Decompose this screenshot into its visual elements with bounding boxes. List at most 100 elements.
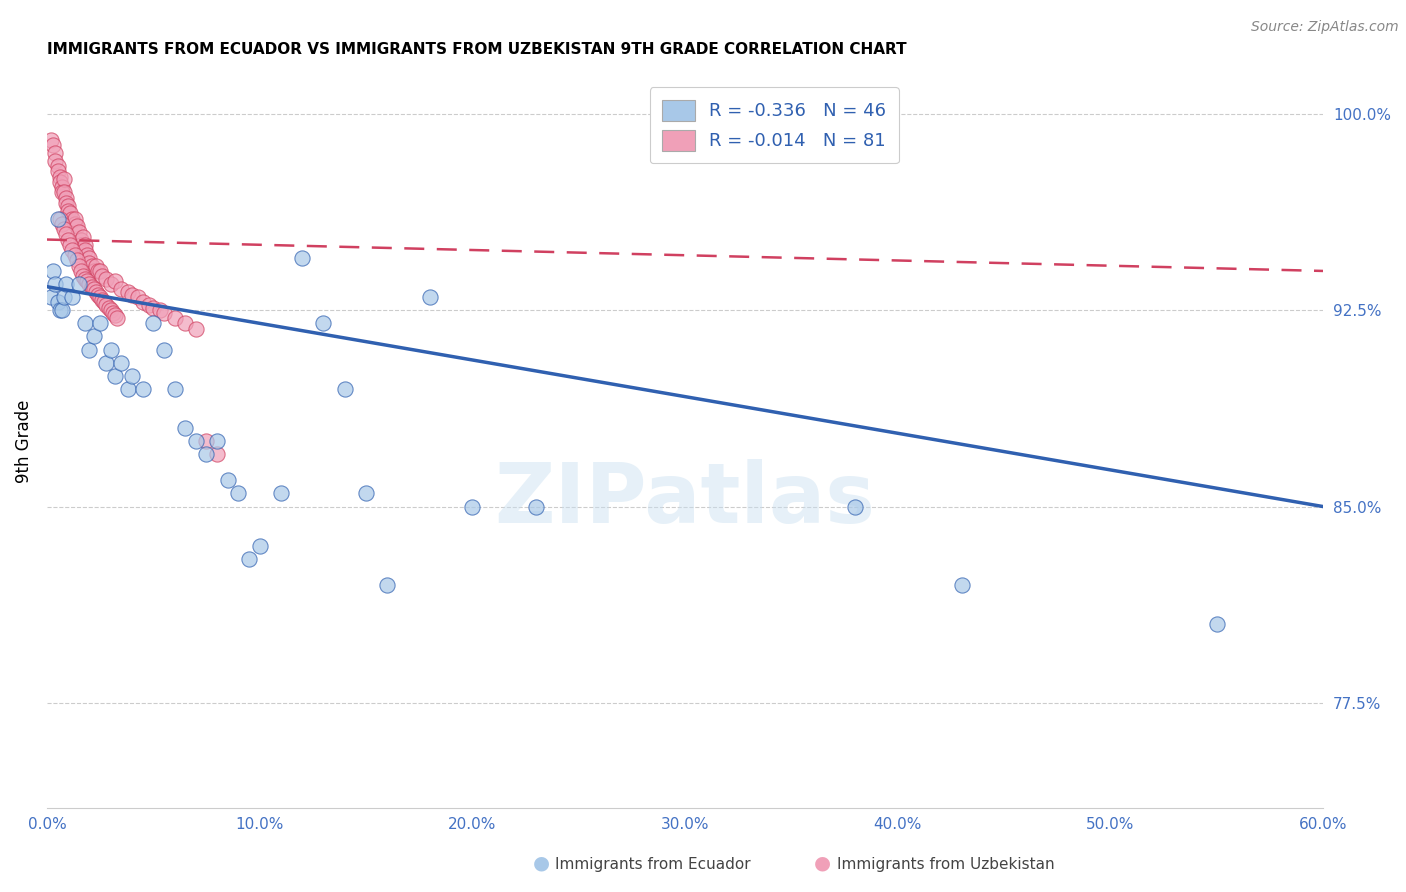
- Point: [195, 447, 218, 461]
- Point: [238, 552, 260, 566]
- Point: [66, 219, 89, 234]
- Point: [149, 303, 172, 318]
- Point: [950, 578, 973, 592]
- Point: [91, 269, 114, 284]
- Point: [72, 269, 94, 284]
- Point: [55, 195, 77, 210]
- Point: [79, 343, 101, 357]
- Point: [105, 311, 128, 326]
- Point: [46, 164, 69, 178]
- Point: [100, 277, 122, 291]
- Point: [131, 382, 153, 396]
- Point: [524, 500, 547, 514]
- Text: Immigrants from Uzbekistan: Immigrants from Uzbekistan: [837, 857, 1054, 872]
- Point: [48, 211, 70, 226]
- Point: [75, 316, 97, 330]
- Point: [291, 251, 314, 265]
- Point: [75, 243, 97, 257]
- Point: [205, 434, 228, 449]
- Point: [97, 301, 120, 315]
- Point: [121, 368, 143, 383]
- Point: [163, 311, 186, 326]
- Point: [51, 180, 73, 194]
- Point: [66, 253, 89, 268]
- Point: [51, 186, 73, 200]
- Point: [375, 578, 398, 592]
- Point: [844, 500, 866, 514]
- Point: [70, 264, 93, 278]
- Point: [100, 303, 122, 318]
- Point: [96, 298, 118, 312]
- Point: [55, 191, 77, 205]
- Point: [312, 316, 335, 330]
- Point: [333, 382, 356, 396]
- Point: [87, 264, 110, 278]
- Point: [104, 368, 127, 383]
- Y-axis label: 9th Grade: 9th Grade: [15, 400, 32, 483]
- Point: [127, 290, 149, 304]
- Point: [89, 290, 111, 304]
- Point: [55, 277, 77, 291]
- Point: [184, 434, 207, 449]
- Point: [39, 133, 62, 147]
- Point: [110, 282, 132, 296]
- Point: [131, 295, 153, 310]
- Point: [46, 159, 69, 173]
- Point: [174, 316, 197, 330]
- Point: [80, 259, 103, 273]
- Text: ZIPatlas: ZIPatlas: [495, 459, 876, 541]
- Point: [89, 316, 111, 330]
- Point: [63, 217, 86, 231]
- Point: [96, 272, 118, 286]
- Point: [80, 279, 103, 293]
- Point: [72, 230, 94, 244]
- Point: [52, 172, 75, 186]
- Point: [153, 306, 176, 320]
- Point: [46, 295, 69, 310]
- Point: [117, 382, 139, 396]
- Point: [48, 169, 70, 184]
- Point: [52, 222, 75, 236]
- Point: [100, 343, 122, 357]
- Point: [217, 474, 239, 488]
- Point: [419, 290, 441, 304]
- Point: [42, 264, 65, 278]
- Point: [56, 198, 79, 212]
- Point: [84, 259, 107, 273]
- Point: [84, 285, 107, 299]
- Point: [44, 146, 66, 161]
- Point: [96, 355, 118, 369]
- Point: [93, 295, 115, 310]
- Text: ●: ●: [533, 854, 550, 872]
- Point: [142, 301, 165, 315]
- Point: [42, 138, 65, 153]
- Point: [48, 175, 70, 189]
- Point: [91, 293, 114, 307]
- Point: [1206, 617, 1229, 632]
- Point: [79, 256, 101, 270]
- Point: [142, 316, 165, 330]
- Point: [104, 309, 127, 323]
- Point: [52, 186, 75, 200]
- Point: [121, 287, 143, 301]
- Point: [79, 251, 101, 265]
- Point: [461, 500, 484, 514]
- Point: [56, 233, 79, 247]
- Point: [184, 321, 207, 335]
- Point: [56, 251, 79, 265]
- Point: [104, 275, 127, 289]
- Text: IMMIGRANTS FROM ECUADOR VS IMMIGRANTS FROM UZBEKISTAN 9TH GRADE CORRELATION CHAR: IMMIGRANTS FROM ECUADOR VS IMMIGRANTS FR…: [46, 42, 907, 57]
- Legend: R = -0.336   N = 46, R = -0.014   N = 81: R = -0.336 N = 46, R = -0.014 N = 81: [650, 87, 898, 163]
- Point: [83, 264, 105, 278]
- Point: [117, 285, 139, 299]
- Point: [87, 287, 110, 301]
- Point: [205, 447, 228, 461]
- Point: [63, 248, 86, 262]
- Point: [83, 329, 105, 343]
- Point: [39, 290, 62, 304]
- Point: [354, 486, 377, 500]
- Point: [83, 282, 105, 296]
- Point: [174, 421, 197, 435]
- Point: [59, 237, 82, 252]
- Text: Source: ZipAtlas.com: Source: ZipAtlas.com: [1251, 20, 1399, 34]
